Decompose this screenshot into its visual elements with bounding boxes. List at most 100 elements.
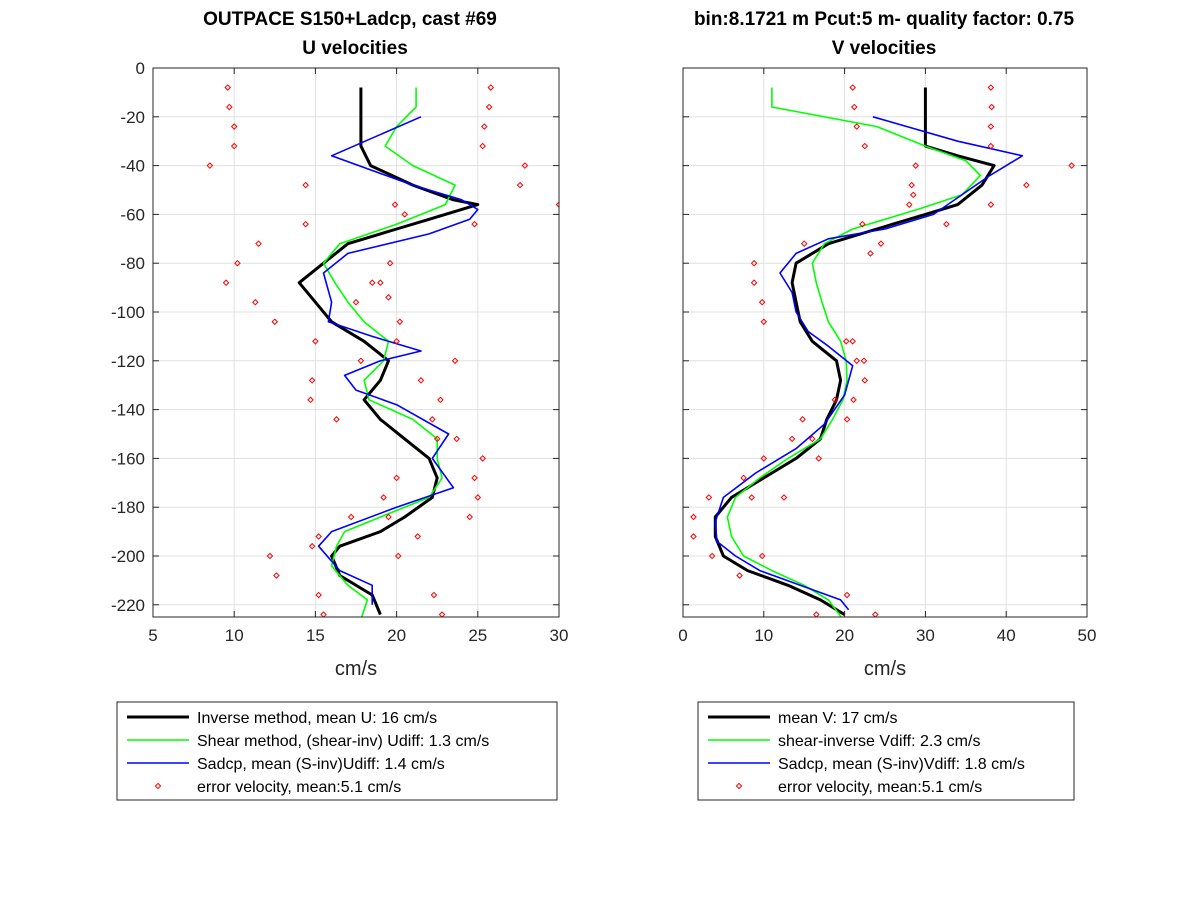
v-legend-marker-error [735,782,743,790]
v-error-marker [987,201,995,208]
u-error-marker [315,533,322,540]
u-error-marker [437,396,444,404]
v-error-marker [1068,162,1075,169]
v-error-marker [850,396,857,404]
u-error-marker [271,318,279,326]
v-xtick-label: 20 [835,626,854,645]
u-error-marker [255,240,262,247]
v-error-marker [758,552,766,560]
v-error-marker [736,572,743,579]
left-title-line1: OUTPACE S150+Ladcp, cast #69 [203,9,497,30]
u-error-marker [394,552,402,560]
u-error-marker [320,611,327,617]
u-error-marker [471,220,478,228]
v-error-marker [690,513,697,521]
u-legend-entry-error: error velocity, mean:5.1 cm/s [197,779,401,796]
v-error-marker [850,103,858,111]
v-error-marker [831,396,839,404]
v-error-marker [987,142,995,150]
u-error-marker [433,435,441,443]
u-error-marker [429,416,436,423]
v-error-marker [943,220,950,228]
v-error-marker [708,552,716,560]
v-error-marker [912,162,920,169]
u-error-marker [206,162,214,169]
u-error-marker [380,494,387,501]
v-error-marker [750,259,758,267]
u-xtick-label: 15 [306,626,325,645]
v-xtick-label: 30 [916,626,935,645]
u-ytick-label: 0 [136,59,145,78]
v-error-marker [780,494,788,501]
u-error-marker [521,162,529,169]
v-error-marker [860,357,868,365]
v-error-marker [815,455,823,462]
u-ytick-label: -160 [111,449,145,468]
v-axes-box [682,67,1088,618]
u-axes-box [152,67,560,618]
v-data-layer [690,84,1075,617]
u-error-marker [315,591,322,599]
v-sadcp-line [714,116,1024,611]
u-ytick-label: -220 [111,596,145,615]
v-error-marker [987,123,995,130]
v-error-marker [843,591,851,599]
u-legend-marker-error [154,782,162,790]
u-error-marker [377,279,384,287]
v-error-marker [877,240,885,247]
u-error-marker [479,455,486,462]
v-error-marker [758,298,766,306]
u-error-marker [516,181,524,189]
v-error-marker [861,142,869,150]
u-ytick-label: -100 [111,303,145,322]
u-error-marker [487,84,495,91]
u-error-marker [391,201,399,208]
v-error-marker [905,201,913,208]
u-xtick-label: 30 [550,626,569,645]
u-error-marker [352,298,360,306]
u-error-marker [471,474,478,482]
v-error-marker [813,611,820,617]
u-ytick-label: -200 [111,547,145,566]
u-error-marker [385,513,392,521]
v-error-marker [871,611,879,617]
u-error-marker [230,142,238,150]
v-error-marker [705,494,713,501]
u-error-marker [307,396,314,404]
v-legend: mean V: 17 cm/s shear-inverse Vdiff: 2.3 … [697,701,1075,801]
u-error-marker [302,181,309,189]
v-error-marker [987,84,995,91]
u-inverse-line [297,87,480,616]
v-error-marker [988,103,995,111]
u-error-marker [393,474,400,482]
left-title-line2: U velocities [302,38,408,59]
u-error-marker [393,337,400,345]
v-shear-line [726,87,982,617]
u-error-marker [252,298,259,306]
u-error-marker [385,294,392,301]
v-error-marker [760,318,768,326]
u-error-marker [357,357,365,365]
u-ytick-label: -20 [120,108,145,127]
u-error-marker [414,533,422,540]
v-legend-entry-inverse: mean V: 17 cm/s [778,710,897,727]
u-error-marker [230,123,238,130]
v-error-marker [799,416,806,423]
v-error-marker [800,240,808,247]
u-legend: Inverse method, mean U: 16 cm/s Shear met… [116,701,558,801]
u-legend-entry-shear: Shear method, (shear-inv) Udiff: 1.3 cm/… [197,733,489,750]
v-error-marker [842,337,850,345]
u-error-marker [417,377,425,384]
v-xtick-label: 50 [1078,626,1097,645]
u-xaxis-label: cm/s [335,658,377,680]
v-error-marker [760,455,768,462]
u-error-marker [308,542,316,550]
u-error-marker [302,220,309,228]
v-error-marker [740,474,747,482]
u-error-marker [438,611,446,617]
u-xtick-label: 25 [468,626,487,645]
u-error-marker [479,142,486,150]
u-ytick-label: -40 [120,157,145,176]
v-error-marker [909,191,917,199]
